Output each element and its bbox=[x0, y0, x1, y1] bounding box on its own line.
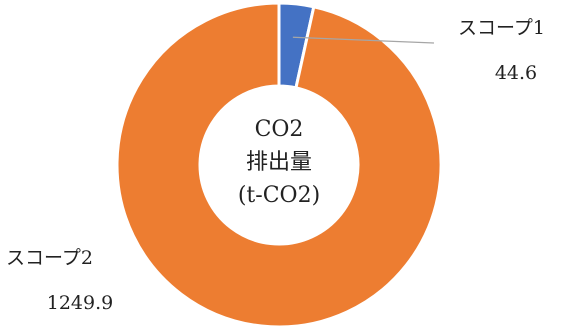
center-label-line-2: 排出量 bbox=[246, 150, 312, 175]
data-label-scope2-name: スコープ2 bbox=[6, 247, 93, 269]
slices-layer bbox=[115, 1, 443, 329]
donut-slice-2 bbox=[115, 1, 443, 329]
data-label-scope2: スコープ2 1249.9 bbox=[6, 247, 113, 314]
center-label: CO2 排出量 (t-CO2) bbox=[238, 117, 320, 208]
data-label-scope1-name: スコープ1 bbox=[458, 17, 545, 39]
leader-line-scope1 bbox=[292, 36, 435, 44]
data-label-scope1: スコープ1 44.6 bbox=[458, 17, 545, 84]
data-label-scope1-value: 44.6 bbox=[495, 62, 537, 84]
center-label-line-1: CO2 bbox=[255, 117, 304, 142]
center-label-line-3: (t-CO2) bbox=[238, 183, 320, 208]
data-label-scope2-value: 1249.9 bbox=[47, 292, 113, 314]
